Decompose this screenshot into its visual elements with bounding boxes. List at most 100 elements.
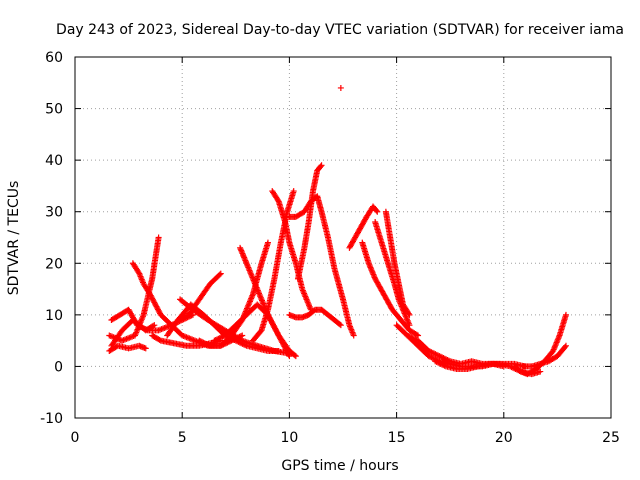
data-point <box>286 353 293 360</box>
data-point <box>562 343 569 350</box>
data-point <box>445 357 452 364</box>
data-point <box>429 349 436 356</box>
data-point <box>428 349 435 356</box>
y-tick-labels: -10 0 10 20 30 40 50 60 <box>40 50 63 427</box>
x-axis-label: GPS time / hours <box>281 458 398 474</box>
series-arc20 <box>359 239 422 339</box>
data-point <box>440 355 447 362</box>
plot-frame <box>74 56 612 419</box>
data-point <box>404 332 411 339</box>
data-point <box>425 347 432 354</box>
data-point <box>428 354 435 361</box>
y-tick-label: 20 <box>45 256 63 272</box>
data-point <box>537 368 544 375</box>
series-arc13 <box>249 188 297 344</box>
data-point <box>135 322 142 329</box>
data-point <box>405 333 412 340</box>
data-point <box>174 317 181 324</box>
data-point <box>200 339 207 346</box>
data-point <box>199 338 206 345</box>
grid <box>75 57 611 418</box>
data-point <box>197 338 204 345</box>
data-point <box>143 326 150 333</box>
series-arc12 <box>211 301 293 360</box>
data-point <box>437 353 444 360</box>
data-point <box>177 315 184 322</box>
data-point <box>182 313 189 320</box>
data-point <box>211 337 218 344</box>
data-point <box>290 188 297 195</box>
y-tick-label: 0 <box>54 359 63 375</box>
data-point <box>196 337 203 344</box>
x-tick-label: 5 <box>178 430 187 446</box>
data-point <box>239 332 246 339</box>
data-point <box>140 325 147 332</box>
series-arc16 <box>294 162 325 282</box>
x-tick-label: 0 <box>71 430 80 446</box>
data-point <box>292 353 299 360</box>
data-point <box>274 197 281 204</box>
data-point <box>201 340 208 347</box>
data-point <box>438 361 445 368</box>
data-point <box>562 311 569 318</box>
data-point <box>408 334 415 341</box>
data-point <box>219 333 226 340</box>
data-point <box>444 356 451 363</box>
x-tick-labels: 0 5 10 15 20 25 <box>71 430 620 446</box>
data-point <box>373 207 380 214</box>
y-tick-label: -10 <box>40 411 63 427</box>
data-point <box>409 335 416 342</box>
data-point <box>285 351 292 358</box>
data-point <box>407 333 413 340</box>
data-point <box>434 359 441 366</box>
data-point <box>431 350 438 357</box>
data-point <box>441 355 448 362</box>
data-point <box>436 353 443 360</box>
data-point <box>134 322 141 329</box>
data-point <box>317 163 324 170</box>
data-point <box>427 348 434 355</box>
y-tick-label: 40 <box>45 153 63 169</box>
data-point <box>155 234 162 241</box>
series-arc22 <box>382 208 413 318</box>
data-point <box>337 322 344 329</box>
data-point <box>432 358 439 365</box>
series-arc14 <box>269 188 314 313</box>
data-point <box>203 340 210 347</box>
series-arc27 <box>520 342 569 370</box>
data-point <box>350 332 357 339</box>
data-point <box>178 315 185 322</box>
data-point <box>264 239 271 246</box>
data-point <box>436 360 443 367</box>
data-point <box>181 313 188 320</box>
series-arc15 <box>286 193 357 339</box>
x-tick-label: 25 <box>602 430 620 446</box>
data-point <box>425 353 432 360</box>
data-point <box>435 352 442 359</box>
y-tick-label: 30 <box>45 205 63 221</box>
data-point <box>405 310 412 317</box>
data-point <box>142 345 149 352</box>
data-point <box>136 323 143 330</box>
x-tick-label: 15 <box>388 430 406 446</box>
data-point <box>318 162 325 169</box>
data-point <box>237 336 244 343</box>
data-point <box>439 354 446 361</box>
data-point <box>214 336 221 343</box>
y-tick-label: 10 <box>45 308 63 324</box>
data-point <box>205 342 212 349</box>
series-arc18 <box>337 84 344 91</box>
data-point <box>413 331 420 338</box>
data-point <box>432 351 439 358</box>
series-arc17 <box>286 306 344 329</box>
data-point <box>437 360 444 367</box>
y-tick-label: 50 <box>45 102 63 118</box>
data-point <box>217 270 224 277</box>
y-tick-label: 60 <box>45 50 63 66</box>
chart-title: Day 243 of 2023, Sidereal Day-to-day VTE… <box>56 22 624 38</box>
data-point <box>291 352 298 359</box>
data-point <box>562 342 569 349</box>
data-point <box>415 332 422 339</box>
data-point <box>336 321 343 328</box>
